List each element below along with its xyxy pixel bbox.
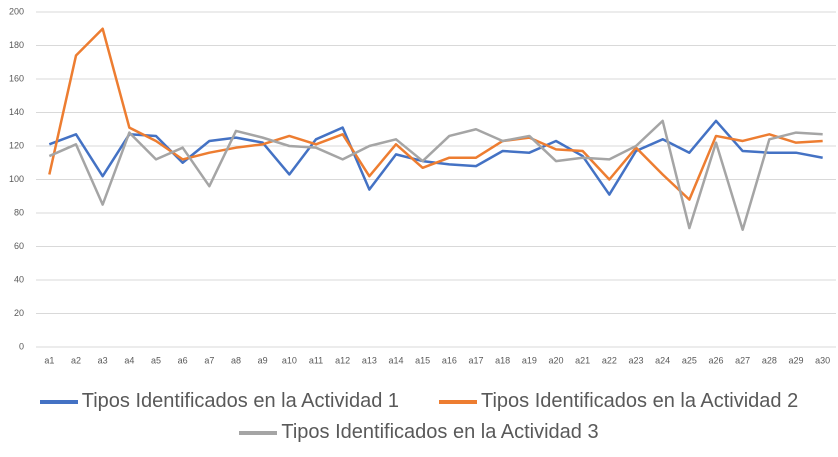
legend-item: Tipos Identificados en la Actividad 3 [239,421,599,444]
x-tick-label: a16 [442,355,457,365]
series-line [48,27,823,201]
y-tick-label: 200 [9,6,24,16]
legend-item: Tipos Identificados en la Actividad 1 [39,390,399,413]
x-tick-label: a23 [628,355,643,365]
x-tick-label: a21 [575,355,590,365]
legend-swatch [439,399,477,404]
y-tick-label: 0 [19,341,24,351]
x-tick-label: a14 [388,355,403,365]
x-tick-label: a13 [362,355,377,365]
x-tick-label: a20 [548,355,563,365]
x-tick-label: a5 [151,355,161,365]
y-tick-label: 80 [14,207,24,217]
y-tick-label: 180 [9,40,24,50]
series-line [48,119,823,231]
x-tick-label: a30 [815,355,830,365]
plot: 0 20 40 60 80 100 120 140 160 180 200 a1 a2 a3 a4 a5 a6 a… [9,6,836,365]
x-tick-label: a8 [231,355,241,365]
y-tick-label: 60 [14,241,24,251]
x-tick-label: a22 [602,355,617,365]
legend-swatch [239,430,278,435]
x-tick-label: a19 [522,355,537,365]
x-tick-label: a26 [708,355,723,365]
y-tick-label: 140 [9,107,24,117]
y-tick-label: 160 [9,73,24,83]
legend-label: Tipos Identificados en la Actividad 1 [81,390,399,412]
legend-item: Tipos Identificados en la Actividad 2 [439,390,798,413]
x-tick-label: a11 [309,355,323,365]
legend-label: Tipos Identificados en la Actividad 3 [281,421,599,443]
x-tick-label: a6 [178,355,188,365]
legend-swatch [39,399,78,404]
x-tick-label: a4 [124,355,134,365]
y-tick-label: 120 [9,140,24,150]
x-tick-label: a29 [788,355,803,365]
x-tick-label: a1 [44,355,54,365]
x-tick-label: a28 [762,355,777,365]
x-tick-label: a17 [468,355,483,365]
x-tick-label: a18 [495,355,510,365]
x-tick-label: a27 [735,355,750,365]
y-tick-label: 100 [9,174,24,184]
y-tick-label: 20 [14,308,24,318]
x-tick-label: a12 [335,355,350,365]
x-tick-label: a9 [258,355,268,365]
x-tick-label: a2 [71,355,81,365]
x-tick-label: a15 [415,355,430,365]
x-tick-label: a25 [682,355,697,365]
legend: Tipos Identificados en la Actividad 1 Tip… [0,390,838,444]
x-tick-label: a10 [282,355,297,365]
x-tick-label: a24 [655,355,670,365]
y-tick-label: 40 [14,274,24,284]
legend-label: Tipos Identificados en la Actividad 2 [481,390,799,412]
x-tick-label: a7 [204,355,214,365]
x-tick-label: a3 [98,355,108,365]
